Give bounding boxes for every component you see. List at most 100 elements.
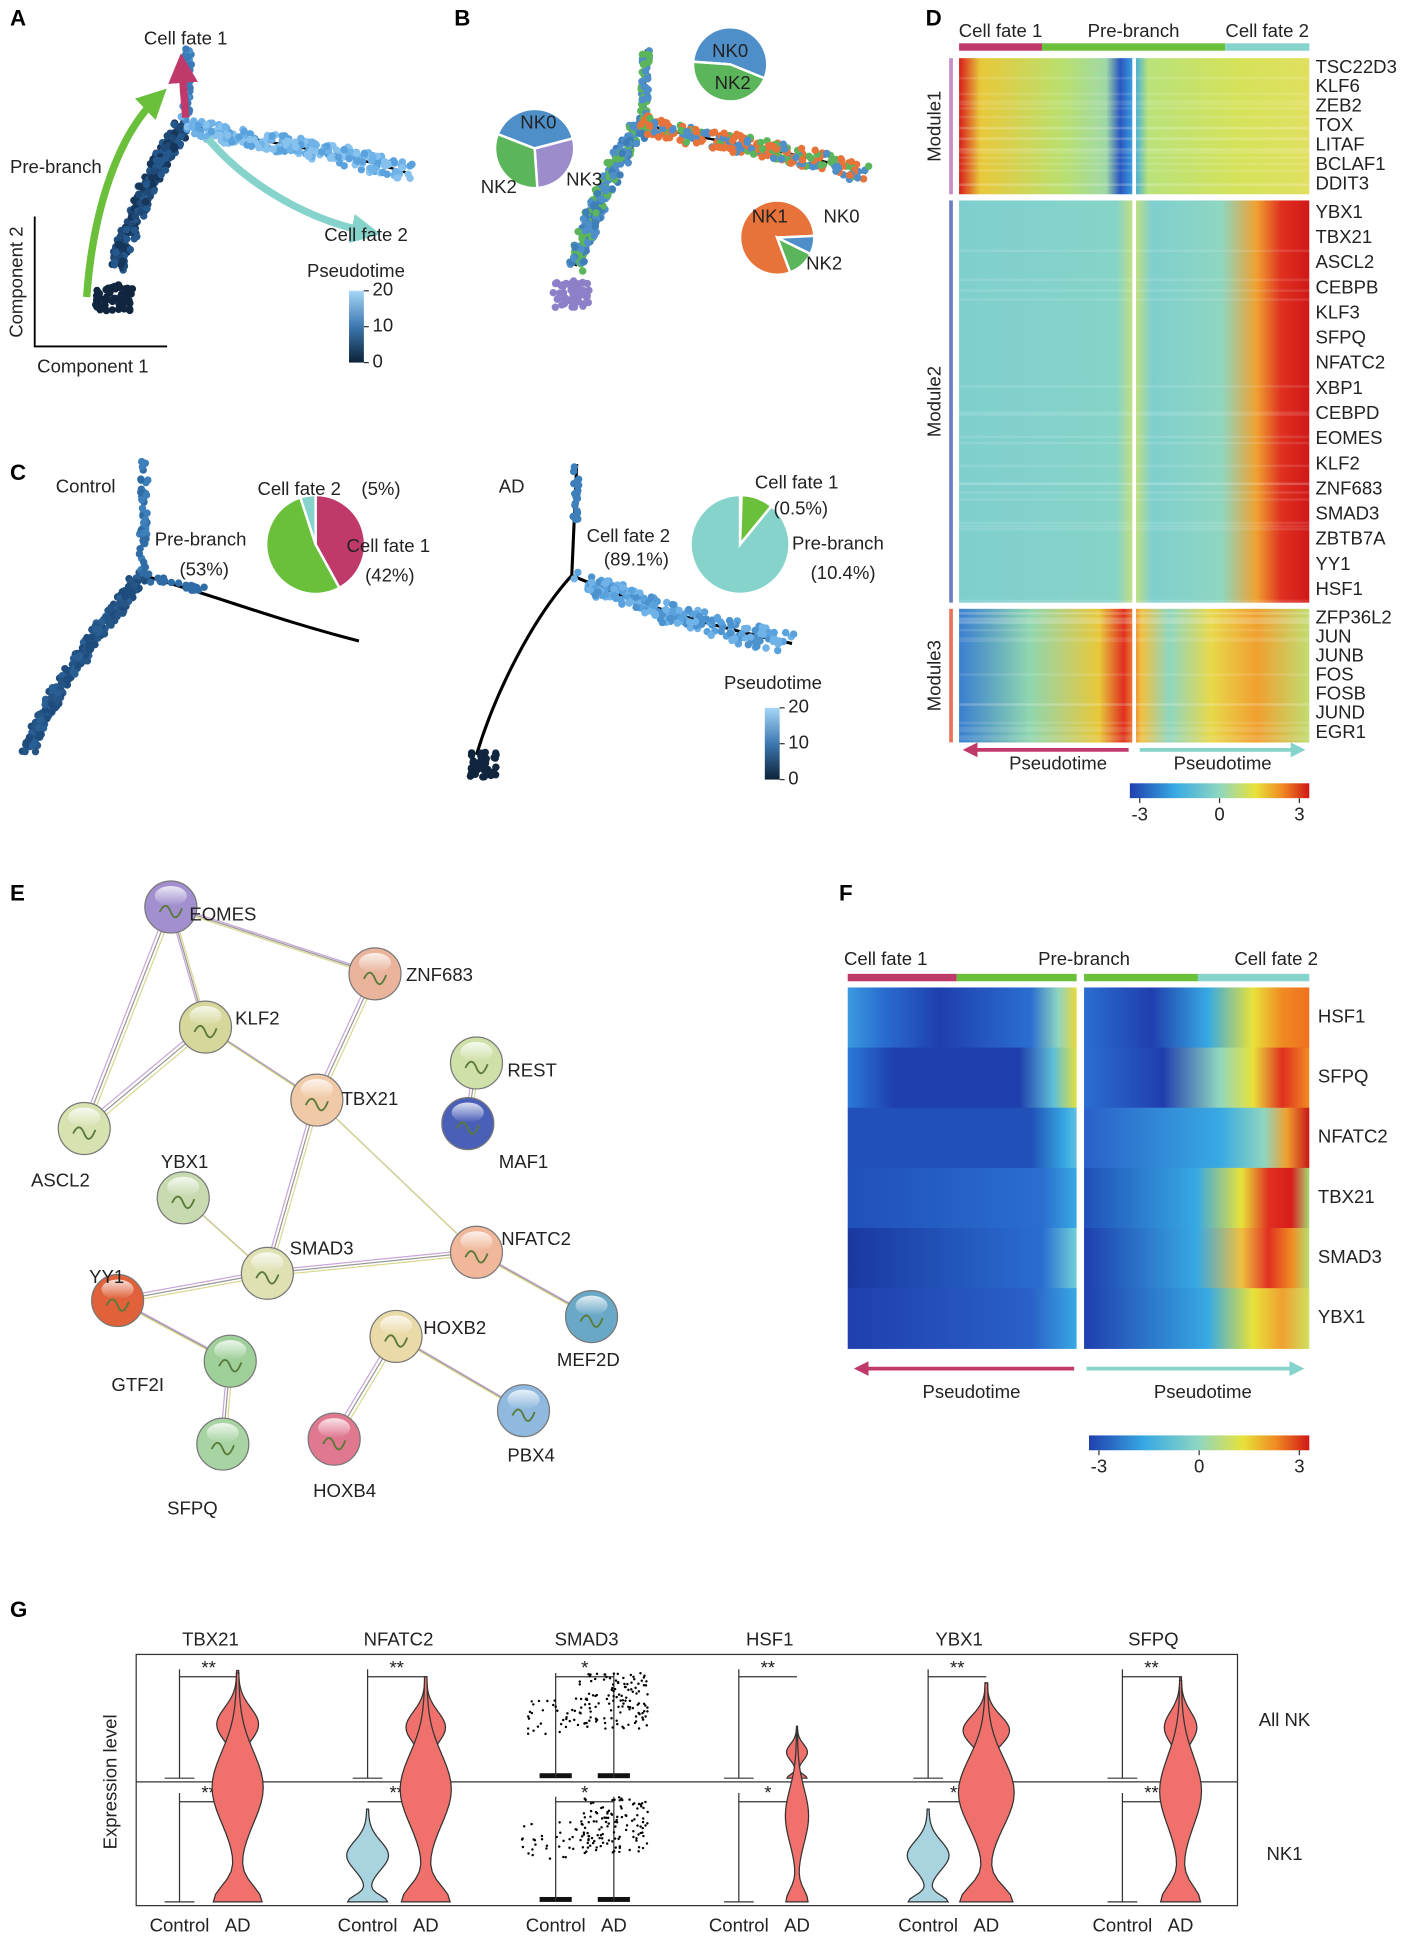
expression-dot [526, 1715, 530, 1718]
colorbar-tick-label: 0 [788, 767, 798, 788]
network-edge [168, 903, 373, 972]
expression-dot [608, 1677, 612, 1680]
panel-letter: C [10, 460, 26, 485]
pie-slice [689, 493, 791, 596]
expression-dot [583, 1816, 587, 1819]
node-shine [318, 1418, 351, 1438]
cell-dot [692, 139, 701, 147]
cell-dot [639, 60, 648, 68]
expression-dot [630, 1819, 634, 1823]
expression-dot [610, 1717, 613, 1720]
heatmap-row [1084, 1228, 1310, 1289]
cell-dot [774, 640, 782, 648]
pie-value-label: (89.1%) [604, 548, 669, 569]
expression-dot [545, 1844, 549, 1847]
cell-dot [702, 615, 711, 623]
expression-dot [619, 1699, 622, 1702]
expression-dot [611, 1683, 615, 1686]
segment-bar [956, 973, 1077, 982]
cell-dot [559, 289, 568, 297]
cell-dot [228, 138, 236, 146]
cell-dot [255, 143, 263, 152]
cell-dot [597, 195, 606, 203]
cell-dot [646, 121, 654, 130]
expression-dot [617, 1837, 620, 1841]
expression-dot [615, 1821, 619, 1824]
cell-dot [143, 188, 152, 196]
expression-dot [587, 1839, 590, 1842]
cell-dot [182, 45, 190, 53]
arrow [82, 88, 167, 298]
cell-dot [762, 644, 770, 652]
node-structure [218, 1359, 243, 1373]
expression-dot [619, 1711, 622, 1714]
cell-dot [590, 231, 598, 240]
expression-dot [584, 1798, 587, 1802]
node-structure [171, 1195, 196, 1209]
cell-dot [641, 67, 650, 75]
cell-dot [567, 296, 575, 304]
group-label: AD [225, 1915, 251, 1936]
cell-dot [789, 630, 798, 638]
cell-dot [593, 189, 602, 198]
module-label: Module2 [923, 366, 944, 437]
cell-dot [582, 208, 590, 216]
panel-letter: G [10, 1597, 27, 1622]
pie-label: NK0 [520, 112, 556, 133]
expression-dot [530, 1822, 533, 1826]
cell-dot [756, 138, 765, 147]
expression-dot [634, 1720, 638, 1723]
expression-dot [633, 1818, 636, 1821]
cell-dot [127, 588, 136, 596]
pie-label: Cell fate 2 [587, 525, 671, 546]
gene-label: TSC22D3 [1315, 56, 1396, 77]
expression-dot [642, 1710, 646, 1713]
cell-dot [570, 279, 579, 287]
cell-dot [34, 732, 43, 741]
cell-dot [240, 127, 248, 136]
cell-dot [150, 187, 158, 195]
cell-dot [207, 128, 216, 136]
gene-label: JUND [1315, 702, 1364, 723]
expression-dot [578, 1680, 582, 1683]
expression-dot [641, 1817, 645, 1820]
cell-dot [369, 165, 377, 173]
expression-dot [633, 1677, 636, 1681]
expression-dot [629, 1673, 633, 1677]
cell-dot [600, 580, 609, 588]
cell-dot [692, 125, 700, 134]
colorbar-tick-label: 0 [373, 350, 383, 371]
gene-label: ASCL2 [1315, 251, 1374, 272]
expression-dot [611, 1726, 614, 1729]
cell-dot [676, 136, 684, 144]
gene-label: SMAD3 [1318, 1246, 1382, 1267]
cell-dot [121, 592, 129, 601]
cell-dot [809, 163, 817, 171]
cell-dot [361, 150, 369, 158]
cell-dot [142, 180, 151, 189]
node-label: HOXB4 [313, 1480, 376, 1501]
expression-dot [605, 1842, 609, 1845]
axis-title: Component 2 [5, 226, 26, 337]
expression-dot [636, 1814, 639, 1817]
expression-dot [600, 1837, 604, 1840]
node-shine [206, 1423, 239, 1443]
cell-dot [579, 215, 588, 223]
cell-dot [93, 295, 101, 304]
expression-dot [645, 1680, 648, 1683]
cell-dot [716, 618, 725, 626]
cell-dot [602, 184, 610, 193]
gene-label: KLF6 [1315, 75, 1359, 96]
network-edge [173, 908, 378, 977]
significance-label: ** [761, 1657, 775, 1678]
cell-dot [35, 723, 43, 732]
expression-dot [545, 1847, 548, 1850]
heatmap-row [1084, 1288, 1310, 1349]
cell-dot [574, 227, 582, 236]
expression-dot [604, 1727, 607, 1730]
gene-label: JUNB [1315, 644, 1363, 665]
cell-dot [725, 616, 734, 625]
cell-dot [632, 603, 640, 612]
cell-dot [125, 305, 134, 313]
panel-letter: B [454, 6, 470, 31]
